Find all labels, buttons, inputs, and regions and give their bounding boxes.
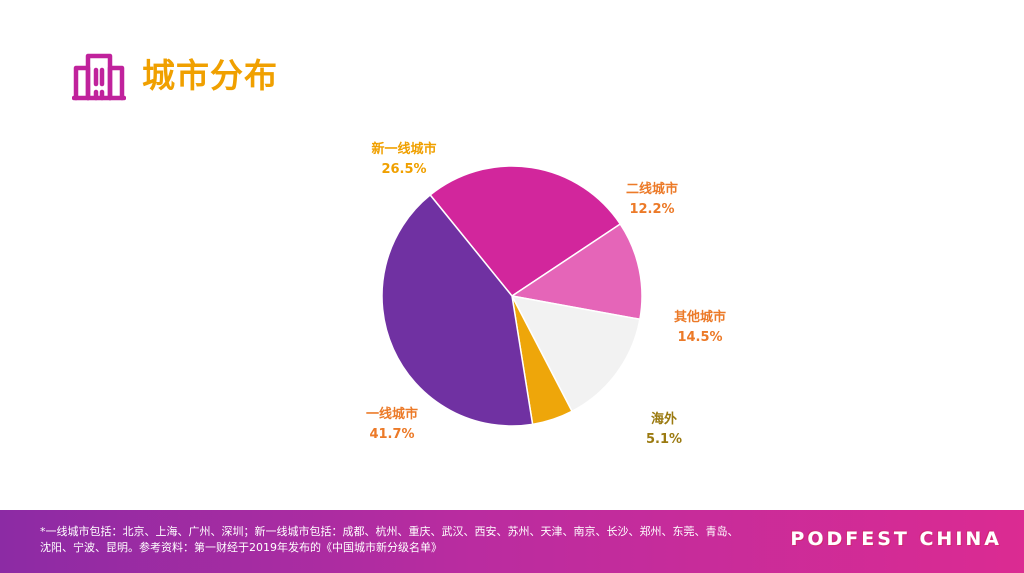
slice-label-2: 其他城市 14.5% bbox=[650, 308, 750, 348]
pie-svg bbox=[381, 165, 643, 427]
slice-percent-4: 41.7% bbox=[369, 427, 415, 442]
city-distribution-pie-chart: 新一线城市 26.5% 二线城市 12.2% 其他城市 14.5% 海外 5.1% 一线城市 41… bbox=[342, 140, 750, 450]
slice-name-4: 一线城市 bbox=[365, 407, 418, 422]
footer-bar: *一线城市包括：北京、上海、广州、深圳；新一线城市包括：成都、杭州、重庆、武汉、… bbox=[0, 510, 1024, 573]
slice-percent-3: 5.1% bbox=[645, 432, 683, 447]
pie-slice-2 bbox=[510, 294, 641, 413]
slice-name-3: 海外 bbox=[650, 412, 677, 427]
page-title: 城市分布 bbox=[142, 55, 278, 95]
slice-label-0: 新一线城市 26.5% bbox=[354, 140, 454, 180]
footnote: *一线城市包括：北京、上海、广州、深圳；新一线城市包括：成都、杭州、重庆、武汉、… bbox=[40, 525, 739, 554]
pie-slice-1 bbox=[510, 223, 643, 321]
slice-percent-2: 14.5% bbox=[677, 330, 723, 345]
slice-name-2: 其他城市 bbox=[673, 310, 726, 325]
slice-label-1: 二线城市 12.2% bbox=[602, 180, 702, 220]
slice-name-1: 二线城市 bbox=[625, 182, 678, 197]
slice-label-3: 海外 5.1% bbox=[614, 410, 714, 450]
buildings-icon bbox=[72, 53, 126, 101]
slice-percent-0: 26.5% bbox=[381, 162, 427, 177]
slice-name-0: 新一线城市 bbox=[371, 142, 437, 157]
page-header: 城市分布 bbox=[72, 48, 278, 102]
brand-logo: PODFEST CHINA bbox=[790, 528, 1002, 550]
pie-slice-4 bbox=[381, 193, 534, 427]
slice-label-4: 一线城市 41.7% bbox=[342, 405, 442, 445]
pie-slice-0 bbox=[429, 165, 622, 298]
slice-percent-1: 12.2% bbox=[629, 202, 675, 217]
